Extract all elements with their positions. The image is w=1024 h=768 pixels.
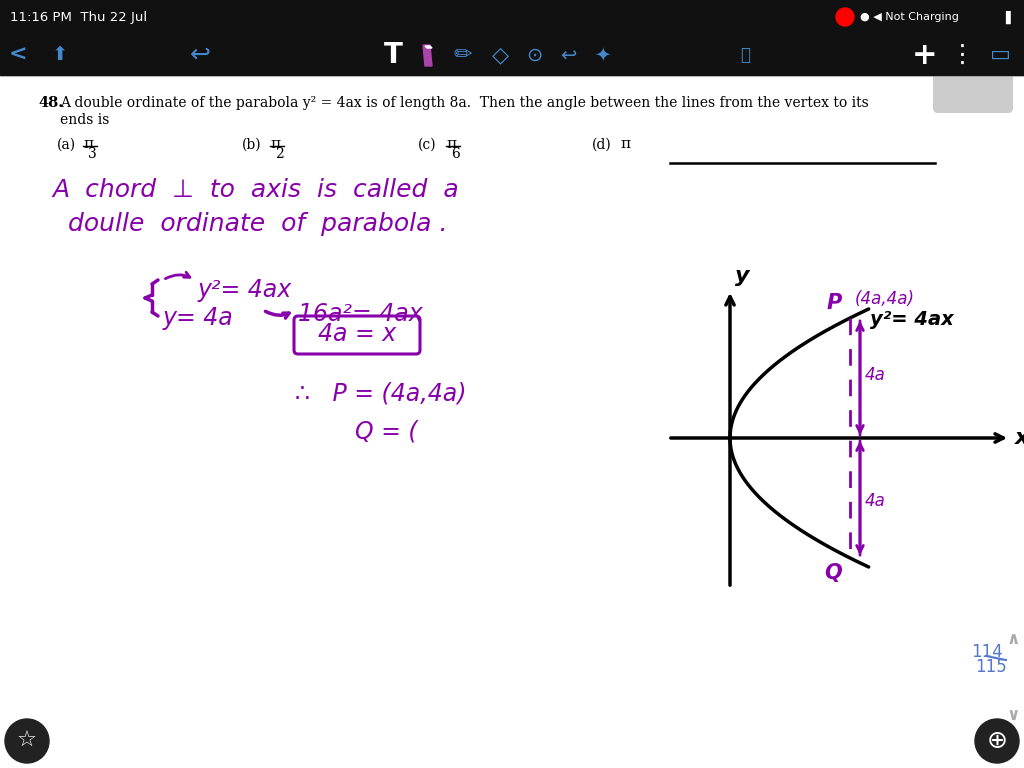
- Text: 48.: 48.: [38, 96, 63, 110]
- Text: ◇: ◇: [492, 45, 509, 65]
- Text: +: +: [912, 41, 938, 69]
- Text: 16a²= 4ax: 16a²= 4ax: [298, 302, 423, 326]
- Text: ⊙: ⊙: [525, 45, 542, 65]
- Text: ☆: ☆: [17, 731, 37, 751]
- Text: ▭: ▭: [989, 45, 1011, 65]
- Text: ends is: ends is: [60, 113, 110, 127]
- Text: π: π: [83, 137, 93, 151]
- Text: ∨: ∨: [1007, 706, 1020, 724]
- Text: A  chord  ⊥  to  axis  is  called  a: A chord ⊥ to axis is called a: [52, 178, 459, 202]
- Bar: [0, 35, 1024, 75]
- Text: y²= 4ax: y²= 4ax: [198, 278, 292, 302]
- Polygon shape: [423, 45, 432, 66]
- Circle shape: [975, 719, 1019, 763]
- Text: ↩: ↩: [189, 43, 211, 67]
- Text: ✦: ✦: [594, 45, 610, 65]
- Text: 4a = x: 4a = x: [317, 322, 396, 346]
- Text: ● ◀ Not Charging: ● ◀ Not Charging: [860, 12, 958, 22]
- Text: y²= 4ax: y²= 4ax: [870, 310, 953, 329]
- Text: ⋮: ⋮: [949, 43, 975, 67]
- Text: 4a: 4a: [865, 492, 886, 510]
- Text: Q = (: Q = (: [355, 420, 418, 444]
- Text: (d): (d): [592, 138, 611, 152]
- Text: 11:16 PM  Thu 22 Jul: 11:16 PM Thu 22 Jul: [10, 11, 147, 24]
- Text: π: π: [446, 137, 456, 151]
- Text: P: P: [826, 293, 842, 313]
- Text: (a): (a): [57, 138, 76, 152]
- Text: doullе  ordinate  of  parabola .: doullе ordinate of parabola .: [52, 212, 447, 236]
- Text: (c): (c): [418, 138, 436, 152]
- Text: ∴   P = (4a,4a): ∴ P = (4a,4a): [295, 382, 467, 406]
- Text: ▌: ▌: [1006, 11, 1015, 24]
- Circle shape: [836, 8, 854, 26]
- Text: T: T: [384, 41, 402, 69]
- Text: π: π: [620, 137, 630, 151]
- Text: ∧: ∧: [1007, 630, 1020, 648]
- Text: ⊕: ⊕: [986, 729, 1008, 753]
- FancyBboxPatch shape: [933, 33, 1013, 113]
- Text: (4a,4a): (4a,4a): [855, 290, 915, 308]
- Circle shape: [5, 719, 49, 763]
- Polygon shape: [425, 46, 432, 48]
- Text: π: π: [270, 137, 281, 151]
- Text: 114: 114: [971, 643, 1002, 661]
- Text: x: x: [1015, 428, 1024, 448]
- Text: A double ordinate of the parabola y² = 4ax is of length 8a.  Then the angle betw: A double ordinate of the parabola y² = 4…: [60, 96, 868, 110]
- Text: Q: Q: [824, 563, 842, 583]
- FancyBboxPatch shape: [294, 316, 420, 354]
- Text: 115: 115: [975, 658, 1007, 676]
- Text: ✏: ✏: [454, 45, 472, 65]
- Text: 4a: 4a: [865, 366, 886, 384]
- Text: ⬆: ⬆: [52, 45, 69, 65]
- Text: y: y: [735, 266, 750, 286]
- Text: 3: 3: [88, 147, 96, 161]
- Text: 2: 2: [275, 147, 284, 161]
- Text: <: <: [8, 45, 28, 65]
- Text: 🎤: 🎤: [740, 46, 750, 64]
- Bar: [0, 0, 1024, 35]
- Text: (b): (b): [242, 138, 261, 152]
- Text: 6: 6: [451, 147, 460, 161]
- Text: ↩: ↩: [560, 45, 577, 65]
- Text: y= 4a: y= 4a: [163, 306, 233, 330]
